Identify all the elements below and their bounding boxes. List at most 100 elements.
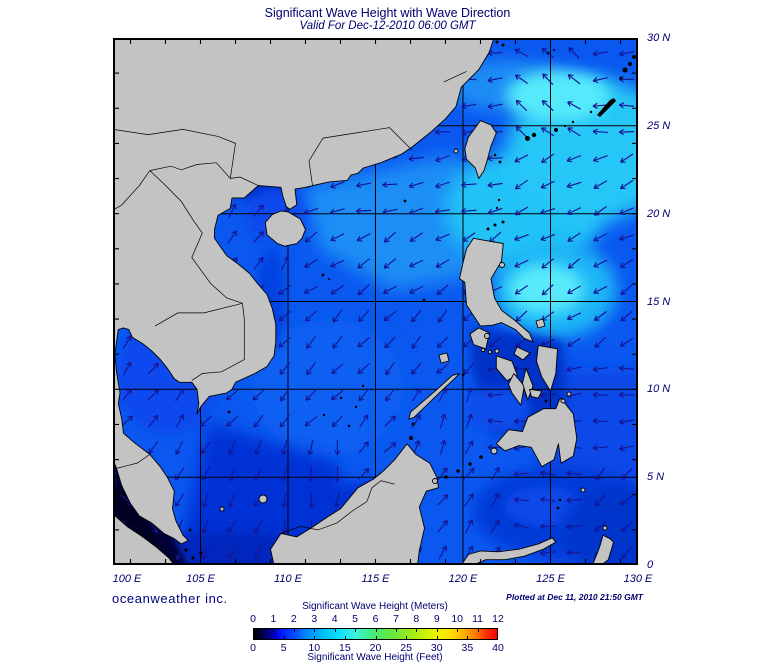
- oceanweather-branding: oceanweather inc.: [112, 591, 228, 606]
- wave-direction-arrow: [566, 523, 582, 530]
- wave-direction-arrow: [306, 362, 316, 376]
- island-penghu: [453, 148, 459, 154]
- wave-direction-arrow: [334, 439, 341, 456]
- wave-direction-arrow: [514, 154, 529, 163]
- islet-senkaku-2: [553, 49, 555, 51]
- wave-direction-arrow: [488, 337, 502, 348]
- wave-direction-arrow: [540, 392, 556, 399]
- wave-direction-arrow: [618, 391, 635, 398]
- wave-direction-arrow: [148, 441, 159, 455]
- wave-direction-arrow: [621, 546, 632, 559]
- lon-tick-label: 125 E: [536, 573, 565, 585]
- wave-direction-arrow: [513, 522, 529, 529]
- wave-direction-arrow: [329, 181, 345, 189]
- colorbar-number: 12: [492, 613, 504, 625]
- wave-direction-arrow: [201, 545, 211, 560]
- wave-direction-arrow: [333, 492, 340, 508]
- colorbar-number: 25: [400, 642, 412, 654]
- wave-direction-arrow: [435, 233, 450, 242]
- wave-direction-arrow: [228, 493, 236, 508]
- wave-direction-arrow: [619, 337, 634, 347]
- lon-tick-label: 105 E: [186, 573, 215, 585]
- colorbar-tickmark: [283, 636, 285, 640]
- wave-direction-arrow: [592, 77, 608, 84]
- wave-direction-arrow: [567, 337, 581, 347]
- wave-direction-arrow: [593, 311, 607, 322]
- islet-okinawa: [597, 98, 616, 117]
- wave-direction-arrow: [383, 258, 397, 269]
- colorbar-tickmark: [273, 628, 275, 632]
- wave-direction-arrow: [147, 362, 160, 375]
- border-china-province-2: [308, 127, 413, 186]
- wave-direction-arrow: [487, 181, 503, 189]
- wave-direction-arrow: [175, 440, 184, 455]
- island-marinduque: [484, 333, 490, 339]
- islet-batanes-2: [497, 198, 501, 202]
- islet-sulu-4: [444, 475, 448, 479]
- wave-direction-arrow: [567, 74, 581, 85]
- islet-con-son: [227, 410, 231, 414]
- colorbar-tickmark: [467, 636, 469, 640]
- wave-direction-arrow: [329, 208, 345, 215]
- wave-direction-arrow: [357, 258, 370, 269]
- wave-direction-arrow: [280, 256, 290, 271]
- colorbar-number: 7: [392, 613, 399, 625]
- wave-direction-arrow: [305, 310, 317, 322]
- border-china-vietnam: [149, 162, 259, 186]
- border-thailand-malaysia: [116, 454, 151, 469]
- island-basilan: [490, 447, 498, 455]
- wave-direction-arrow: [487, 417, 503, 425]
- wave-direction-arrow: [331, 363, 344, 375]
- wave-direction-arrow: [278, 284, 292, 295]
- wave-direction-arrow: [410, 309, 422, 323]
- wave-direction-arrow: [383, 310, 397, 322]
- wave-direction-arrow: [408, 207, 424, 215]
- wave-direction-arrow: [618, 128, 635, 136]
- wave-direction-arrow: [540, 470, 556, 477]
- islet-lingga-1: [191, 556, 195, 560]
- land-masses: [113, 38, 614, 565]
- wave-direction-arrow: [540, 233, 556, 242]
- wave-direction-arrow: [330, 233, 345, 242]
- wave-direction-arrow: [618, 418, 635, 425]
- political-boundaries: [113, 71, 467, 534]
- land-palawan: [408, 373, 460, 420]
- wave-direction-arrow: [461, 181, 477, 188]
- wave-direction-arrow: [619, 179, 634, 190]
- wave-direction-arrow: [122, 335, 132, 350]
- wave-direction-arrow: [279, 415, 290, 428]
- colorbar-number: 9: [433, 613, 440, 625]
- wave-direction-arrow: [436, 336, 449, 349]
- island-morotai: [602, 525, 608, 531]
- islet-cuyo: [461, 373, 465, 377]
- colorbar-tickmark: [497, 628, 498, 632]
- colorbar-number: 10: [451, 613, 463, 625]
- wave-direction-arrow: [254, 519, 263, 534]
- islet-zhoushan-1: [495, 40, 499, 44]
- wave-direction-arrow: [567, 285, 581, 295]
- wave-direction-arrow: [620, 468, 633, 480]
- border-china-province-3: [443, 71, 467, 83]
- wave-direction-arrow: [462, 232, 476, 243]
- wave-direction-arrow: [434, 208, 451, 215]
- islet-babuyan-2: [501, 220, 505, 224]
- islet-pratas: [403, 199, 407, 203]
- islet-ryukyu-4: [571, 120, 575, 124]
- wave-direction-arrow: [356, 233, 371, 242]
- islet-spratly-3: [339, 396, 343, 400]
- islet-paracel-1: [321, 273, 325, 277]
- wave-direction-arrow: [227, 230, 238, 244]
- colorbar-number: 5: [352, 613, 358, 625]
- wave-direction-arrow: [620, 495, 634, 506]
- lat-tick-label: 0: [647, 559, 654, 571]
- land-mainland-asia: [113, 38, 495, 545]
- valid-time-subtitle: Valid For Dec-12-2010 06:00 GMT: [299, 20, 476, 32]
- wave-direction-arrow: [593, 285, 608, 294]
- islet-balabac: [411, 422, 415, 426]
- wave-direction-arrow: [228, 440, 236, 455]
- wave-direction-arrow: [307, 466, 315, 482]
- wave-direction-arrow: [592, 365, 608, 373]
- colorbar-title-meters: Significant Wave Height (Meters): [302, 601, 448, 612]
- wave-direction-arrow: [227, 546, 237, 560]
